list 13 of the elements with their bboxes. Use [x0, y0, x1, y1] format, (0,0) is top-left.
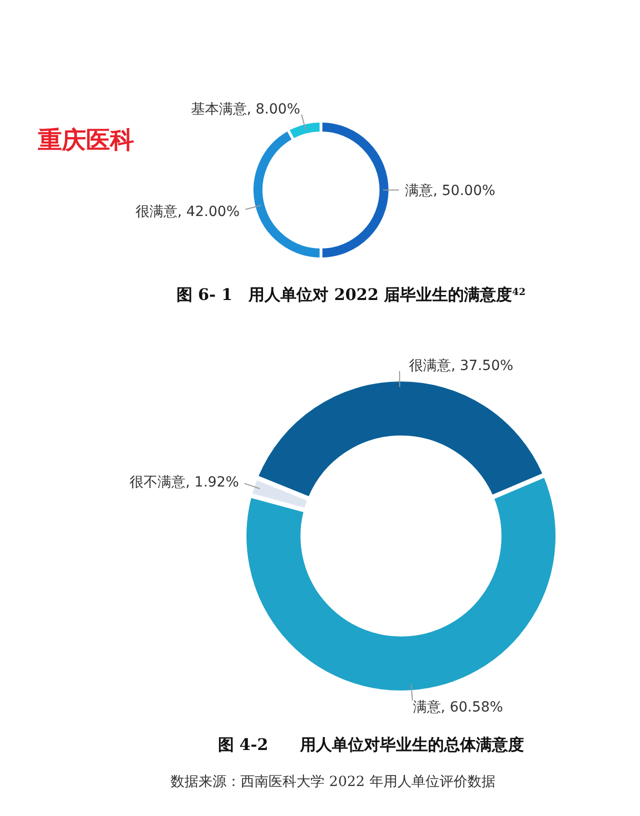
slice-label: 基本满意, 8.00%: [190, 102, 300, 118]
donut-slice: [257, 380, 544, 498]
text: 图 4-2 用人单位对毕业生的总体满意度: [218, 735, 524, 754]
donut-slice: [251, 479, 308, 509]
slice-label: 满意, 50.00%: [405, 182, 496, 199]
source-note: 数据来源：西南医科大学 2022 年用人单位评价数据: [170, 774, 496, 790]
slice-label: 满意, 60.58%: [412, 699, 504, 716]
donut-slice: [246, 476, 556, 692]
slice-label: 很满意, 42.00%: [135, 204, 240, 220]
text: 重庆医科: [37, 126, 134, 154]
slice-label: 很不满意, 1.92%: [130, 474, 239, 491]
slice-label: 很满意, 37.50%: [409, 358, 514, 374]
text: 图 6- 1 用人单位对 2022 届毕业生的满意度$^{42}$: [176, 285, 526, 304]
